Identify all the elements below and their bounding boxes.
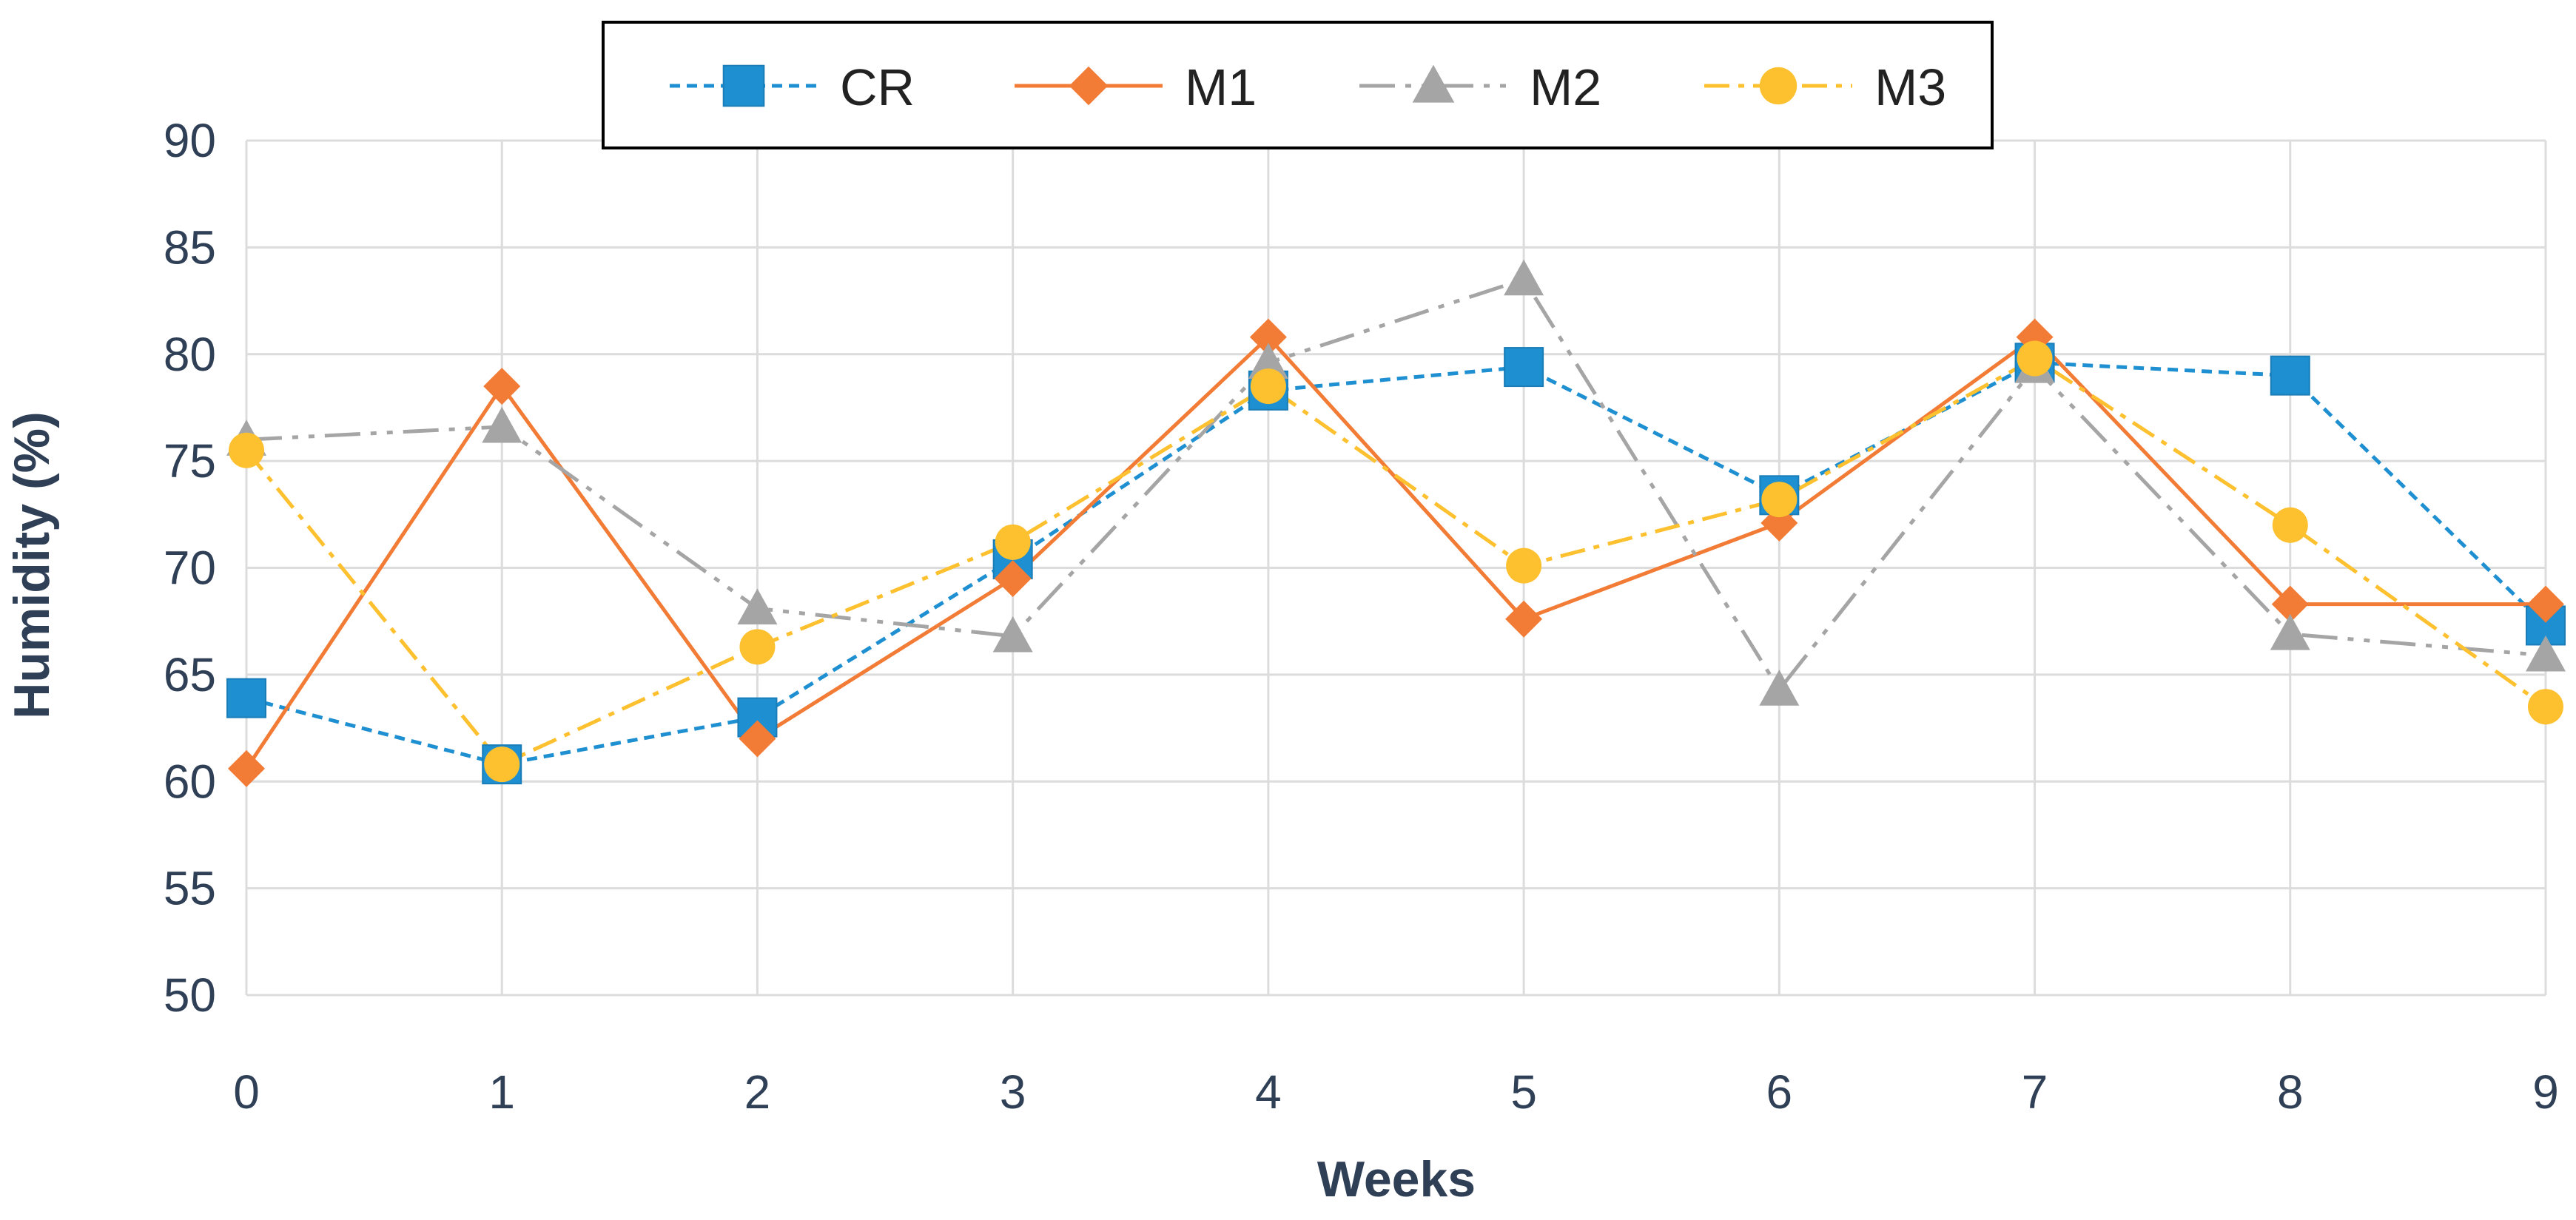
y-axis-title: Humidity (%) bbox=[4, 411, 60, 719]
legend-label: M3 bbox=[1874, 58, 1946, 116]
y-tick-label: 85 bbox=[164, 220, 216, 274]
legend: CR M1 M2 M3 bbox=[602, 21, 1994, 149]
data-point-m3 bbox=[2528, 689, 2563, 725]
legend-item-m2: M2 bbox=[1359, 58, 1601, 116]
x-tick-label: 1 bbox=[488, 1065, 515, 1119]
data-point-cr bbox=[226, 678, 266, 718]
series-layer bbox=[226, 259, 2566, 787]
data-point-m2 bbox=[1759, 670, 1800, 706]
y-tick-label: 80 bbox=[164, 328, 216, 381]
series-cr bbox=[246, 360, 2547, 766]
x-axis-title: Weeks bbox=[1317, 1151, 1476, 1207]
x-tick-label: 2 bbox=[744, 1065, 771, 1119]
data-point-m2 bbox=[2270, 614, 2310, 650]
data-point-m3 bbox=[995, 524, 1031, 560]
data-point-m3 bbox=[229, 432, 264, 468]
markers-cr bbox=[226, 343, 2566, 785]
x-tick-label: 6 bbox=[1766, 1065, 1793, 1119]
data-point-m2 bbox=[1504, 259, 1544, 296]
data-point-m1 bbox=[228, 749, 265, 787]
data-point-m3 bbox=[739, 629, 776, 665]
data-point-m2 bbox=[1248, 343, 1288, 379]
x-tick-label: 9 bbox=[2532, 1065, 2559, 1119]
legend-label: CR bbox=[840, 58, 915, 116]
y-tick-label: 50 bbox=[164, 968, 216, 1022]
y-tick-label: 60 bbox=[164, 755, 216, 808]
data-point-m3 bbox=[1506, 547, 1542, 584]
legend-label: M2 bbox=[1530, 58, 1601, 116]
data-point-m1 bbox=[739, 720, 776, 758]
series-line-m2 bbox=[246, 277, 2546, 692]
legend-marker bbox=[1759, 67, 1798, 105]
data-point-cr bbox=[1504, 347, 1544, 388]
data-point-m1 bbox=[2527, 585, 2564, 623]
series-m2 bbox=[246, 277, 2546, 692]
x-tick-label: 3 bbox=[1000, 1065, 1026, 1119]
x-tick-label: 4 bbox=[1255, 1065, 1282, 1119]
legend-item-m3: M3 bbox=[1704, 58, 1946, 116]
y-tick-label: 70 bbox=[164, 542, 216, 595]
data-point-m1 bbox=[994, 559, 1032, 597]
legend-item-cr: CR bbox=[670, 58, 915, 116]
data-point-m3 bbox=[1761, 482, 1798, 518]
data-point-m2 bbox=[737, 588, 778, 624]
data-point-m2 bbox=[2526, 635, 2566, 672]
legend-marker bbox=[1069, 66, 1109, 106]
data-point-m2 bbox=[482, 406, 522, 443]
data-point-m1 bbox=[1505, 600, 1543, 638]
gridlines bbox=[245, 139, 2547, 997]
x-tick-label: 5 bbox=[1510, 1065, 1537, 1119]
legend-item-m1: M1 bbox=[1015, 58, 1257, 116]
series-line-cr bbox=[246, 360, 2547, 766]
y-axis-ticks: 50 55 60 65 70 75 80 85 90 bbox=[164, 114, 216, 1022]
legend-marker bbox=[722, 64, 765, 107]
data-point-m1 bbox=[1249, 318, 1287, 356]
y-tick-label: 75 bbox=[164, 434, 216, 488]
markers-m2 bbox=[226, 259, 2566, 706]
x-tick-label: 7 bbox=[2022, 1065, 2048, 1119]
markers-m3 bbox=[229, 340, 2563, 783]
x-tick-label: 0 bbox=[233, 1065, 260, 1119]
legend-label: M1 bbox=[1185, 58, 1257, 116]
x-tick-label: 8 bbox=[2277, 1065, 2304, 1119]
data-point-m3 bbox=[1250, 368, 1286, 405]
y-tick-label: 90 bbox=[164, 114, 216, 167]
data-point-m2 bbox=[992, 616, 1033, 653]
data-point-m3 bbox=[484, 747, 520, 783]
y-tick-label: 55 bbox=[164, 862, 216, 915]
data-point-m3 bbox=[2272, 507, 2308, 543]
data-point-cr bbox=[2270, 355, 2310, 396]
series-line-m1 bbox=[244, 335, 2546, 770]
legend-marker bbox=[1412, 64, 1455, 103]
series-m3 bbox=[245, 357, 2547, 766]
y-tick-label: 65 bbox=[164, 648, 216, 701]
data-point-m1 bbox=[2271, 585, 2309, 623]
x-axis-ticks: 0 1 2 3 4 5 6 7 8 9 bbox=[233, 1065, 2559, 1119]
series-m1 bbox=[244, 335, 2546, 770]
series-line-m3 bbox=[245, 357, 2547, 766]
data-point-m1 bbox=[483, 368, 521, 405]
data-point-m3 bbox=[2017, 340, 2053, 377]
